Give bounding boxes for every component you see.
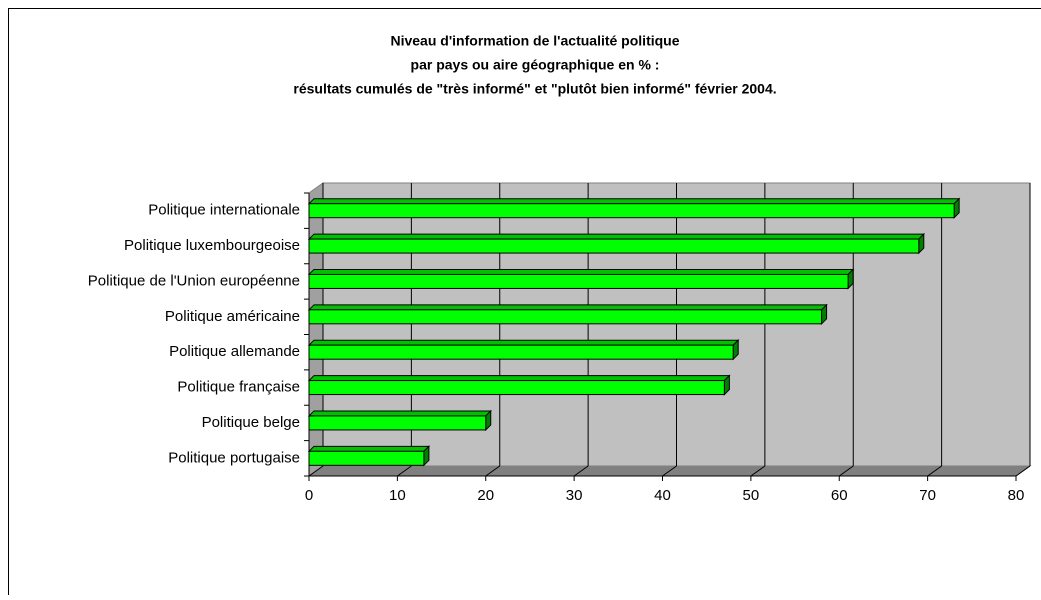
bar-front [309,274,848,288]
bar [309,199,959,218]
bar [309,446,429,465]
y-tick-label: Politique luxembourgeoise [124,237,300,254]
x-tick-label: 10 [389,487,406,504]
y-tick-label: Politique américaine [165,308,300,325]
chart-title: par pays ou aire géographique en % : [411,57,660,73]
bar-top [309,269,853,274]
y-tick-label: Politique belge [202,414,300,431]
bar [309,411,491,430]
bar-front [309,239,919,253]
bar-top [309,446,429,451]
bar-top [309,199,959,204]
y-tick-label: Politique française [177,379,300,396]
x-tick-label: 30 [566,487,583,504]
x-tick-label: 0 [305,487,313,504]
bar-front [309,204,954,218]
bar-top [309,411,491,416]
bar-front [309,451,424,465]
x-tick-label: 60 [831,487,848,504]
bar [309,305,827,324]
bar-top [309,340,738,345]
bar [309,234,924,253]
chart-title: Niveau d'information de l'actualité poli… [390,33,679,49]
y-tick-label: Politique internationale [148,202,300,219]
bar-front [309,345,733,359]
x-tick-label: 50 [743,487,760,504]
bar-front [309,416,486,430]
bar [309,376,729,395]
y-tick-label: Politique de l'Union européenne [88,272,300,289]
x-tick-label: 80 [1008,487,1025,504]
bar [309,340,738,359]
side-wall [309,183,323,476]
bar [309,269,853,288]
x-tick-label: 70 [919,487,936,504]
x-tick-label: 20 [477,487,494,504]
bar-top [309,305,827,310]
bar-top [309,234,924,239]
x-tick-label: 40 [654,487,671,504]
y-tick-label: Politique portugaise [168,449,300,466]
chart-title: résultats cumulés de "très informé" et "… [293,81,776,97]
bar-top [309,376,729,381]
bar-front [309,381,724,395]
bar-front [309,310,822,324]
y-tick-label: Politique allemande [169,343,300,360]
